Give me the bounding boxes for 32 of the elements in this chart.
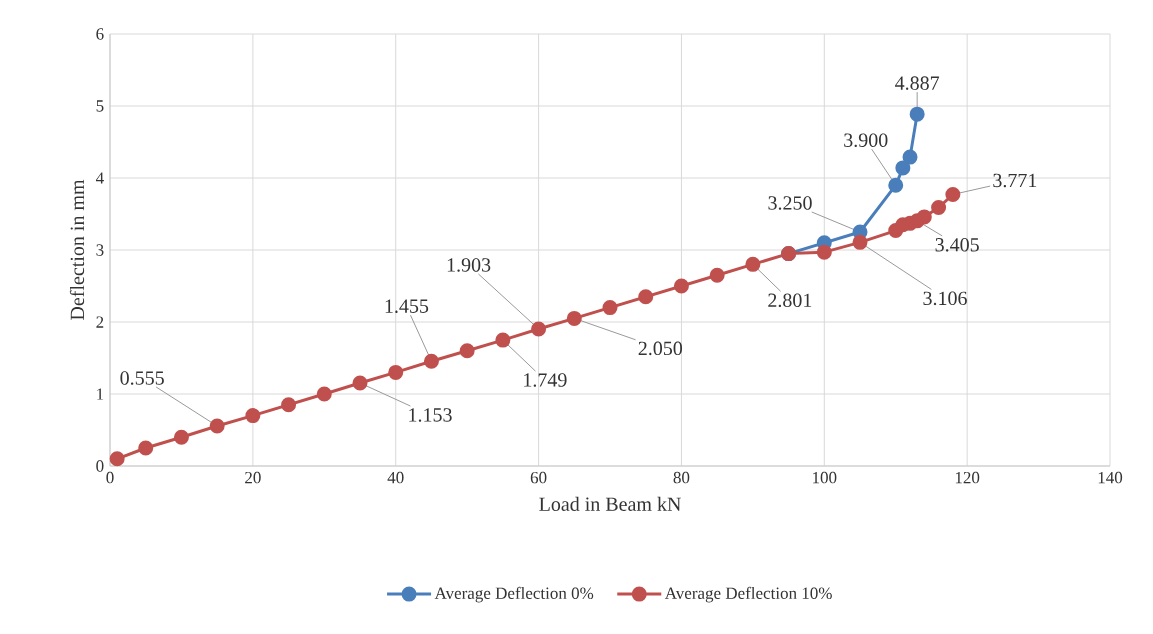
data-label: 3.106 xyxy=(923,291,967,306)
data-label: 3.771 xyxy=(993,173,1037,188)
y-tick-label: 2 xyxy=(96,316,104,328)
x-tick-label: 40 xyxy=(387,471,404,484)
legend-label: Average Deflection 0% xyxy=(434,586,594,603)
x-tick-label: 60 xyxy=(530,471,547,484)
y-tick-label: 3 xyxy=(96,244,104,256)
y-tick-label: 4 xyxy=(95,172,104,184)
x-tick-label: 120 xyxy=(955,471,980,484)
data-label: 2.050 xyxy=(638,341,683,356)
x-tick-label: 100 xyxy=(813,471,837,484)
data-label: 3.405 xyxy=(935,238,979,252)
data-label: 3.900 xyxy=(844,133,888,147)
data-label: 1.455 xyxy=(385,299,429,313)
x-axis-title: Load in Beam kN xyxy=(539,496,681,511)
x-tick-label: 20 xyxy=(245,471,261,484)
y-tick-label: 6 xyxy=(96,28,104,40)
y-axis-title: Deflection in mm xyxy=(69,179,85,320)
data-label: 3.250 xyxy=(768,196,812,210)
legend-label: Average Deflection 10% xyxy=(664,586,832,603)
y-tick-label: 0 xyxy=(96,460,104,472)
x-tick-label: 0 xyxy=(106,471,114,484)
x-tick-label: 80 xyxy=(673,471,690,484)
data-label: 1.749 xyxy=(524,373,567,387)
data-label: 0.555 xyxy=(120,371,164,385)
data-label: 2.801 xyxy=(768,293,812,308)
x-tick-label: 140 xyxy=(1098,471,1123,484)
data-label: 1.153 xyxy=(409,408,452,422)
data-label: 1.903 xyxy=(447,258,491,272)
y-tick-label: 5 xyxy=(96,100,104,112)
y-tick-label: 1 xyxy=(97,388,104,400)
data-label: 4.887 xyxy=(895,76,940,90)
